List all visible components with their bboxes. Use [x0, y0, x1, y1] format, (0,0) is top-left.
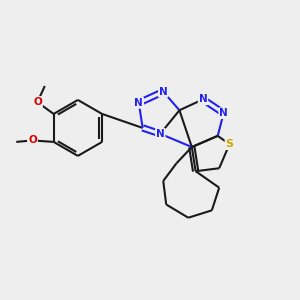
- Text: O: O: [28, 135, 37, 146]
- Text: S: S: [226, 139, 233, 149]
- Text: O: O: [33, 97, 42, 107]
- Text: N: N: [199, 94, 207, 104]
- Text: N: N: [134, 98, 143, 108]
- Text: N: N: [156, 129, 165, 139]
- Text: N: N: [219, 108, 228, 118]
- Text: N: N: [159, 87, 168, 97]
- Text: O: O: [33, 97, 42, 107]
- Text: O: O: [28, 135, 37, 146]
